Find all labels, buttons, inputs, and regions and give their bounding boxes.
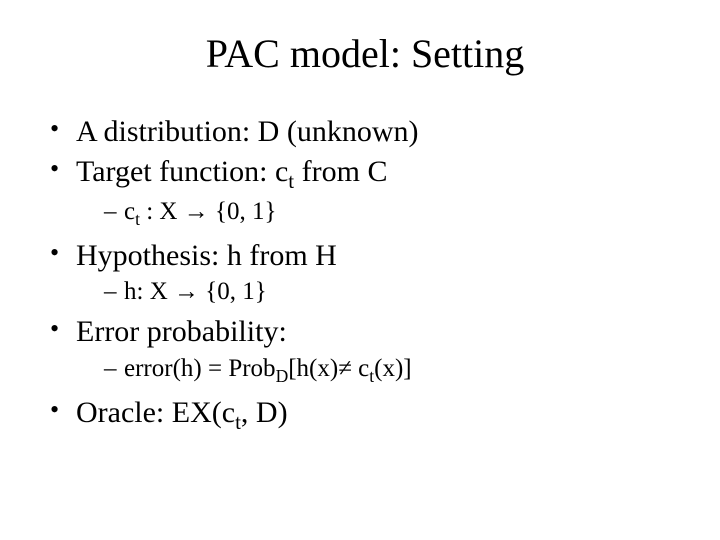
bullet-text-prefix: Oracle: EX(c <box>76 396 235 429</box>
bullet-hypothesis: Hypothesis: h from H h: X → {0, 1} <box>50 237 680 308</box>
bullet-oracle: Oracle: EX(ct, D) <box>50 394 680 435</box>
sub-list: h: X → {0, 1} <box>76 276 680 307</box>
sub-list: error(h) = ProbD[h(x)≠ ct(x)] <box>76 353 680 388</box>
slide-title: PAC model: Setting <box>50 30 680 77</box>
text: [h(x) <box>288 355 338 382</box>
bullet-text: Error probability: <box>76 315 287 348</box>
bullet-distribution: A distribution: D (unknown) <box>50 113 680 151</box>
sub-list: ct : X → {0, 1} <box>76 196 680 231</box>
bullet-text-prefix: Target function: c <box>76 155 288 188</box>
text: c <box>352 355 369 382</box>
bullet-list: A distribution: D (unknown) Target funct… <box>50 113 680 435</box>
bullet-text: Hypothesis: h from H <box>76 239 337 272</box>
arrow-icon: → <box>184 198 209 225</box>
text: h: X <box>124 278 174 305</box>
bullet-text: A distribution: D (unknown) <box>76 115 419 148</box>
neq-icon: ≠ <box>338 355 352 382</box>
text: error(h) = Prob <box>124 355 276 382</box>
text: {0, 1} <box>209 198 277 225</box>
text: {0, 1} <box>199 278 267 305</box>
sub-bullet-error-def: error(h) = ProbD[h(x)≠ ct(x)] <box>104 353 680 388</box>
text: : X <box>140 198 184 225</box>
bullet-text-suffix: from C <box>294 155 387 188</box>
arrow-icon: → <box>174 278 199 305</box>
bullet-target-function: Target function: ct from C ct : X → {0, … <box>50 153 680 231</box>
bullet-error-probability: Error probability: error(h) = ProbD[h(x)… <box>50 313 680 387</box>
sub-bullet-ct-map: ct : X → {0, 1} <box>104 196 680 231</box>
text: c <box>124 198 135 225</box>
subscript-d: D <box>276 366 289 386</box>
slide: PAC model: Setting A distribution: D (un… <box>0 0 720 540</box>
bullet-text-suffix: , D) <box>241 396 288 429</box>
text: (x)] <box>374 355 411 382</box>
sub-bullet-h-map: h: X → {0, 1} <box>104 276 680 307</box>
